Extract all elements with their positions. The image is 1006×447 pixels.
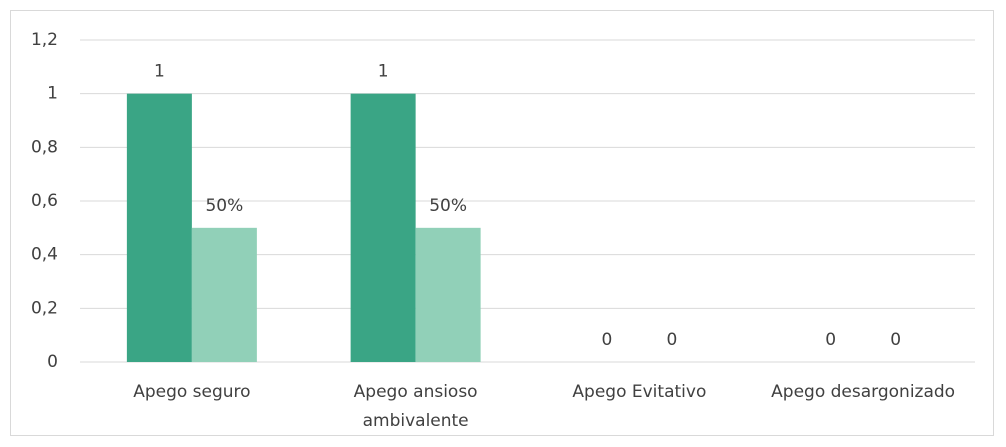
data-label: 1: [378, 62, 389, 82]
x-tick-label: Apego seguro: [133, 382, 251, 402]
data-label: 0: [601, 330, 612, 350]
chart-frame: [10, 10, 994, 436]
data-label: 1: [154, 62, 165, 82]
x-tick-label: Apego Evitativo: [572, 382, 707, 402]
bar: [191, 227, 257, 362]
data-label: 0: [890, 330, 901, 350]
y-tick-label: 1: [47, 84, 58, 104]
data-label: 0: [666, 330, 677, 350]
bar: [415, 227, 481, 362]
y-tick-label: 0,6: [31, 191, 58, 211]
y-tick-label: 0,2: [31, 298, 58, 318]
data-label: 50%: [205, 196, 243, 216]
y-tick-label: 1,2: [31, 30, 58, 50]
y-tick-label: 0: [47, 352, 58, 372]
bar: [350, 93, 416, 363]
x-tick-label: Apego desargonizado: [771, 382, 956, 402]
data-label: 0: [825, 330, 836, 350]
x-tick-label: Apego ansioso ambivalente: [353, 382, 478, 431]
y-tick-label: 0,4: [31, 245, 58, 265]
data-label: 50%: [429, 196, 467, 216]
bar: [126, 93, 192, 363]
y-tick-label: 0,8: [31, 137, 58, 157]
